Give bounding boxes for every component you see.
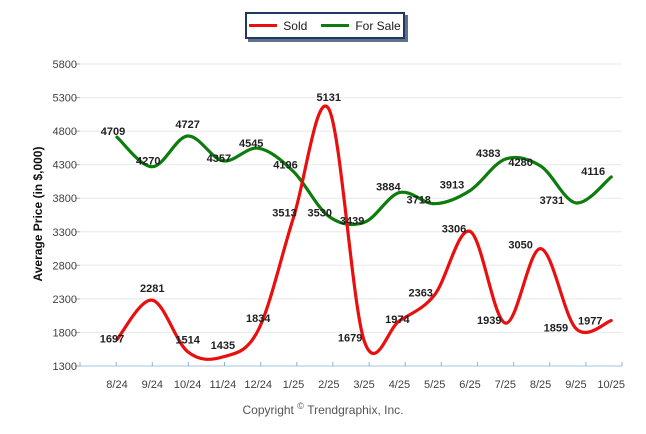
x-tick-label: 8/25 [530, 379, 551, 391]
y-tick-label: 4300 [53, 160, 77, 172]
data-label-sold: 2363 [408, 288, 432, 300]
data-label-sold: 2281 [140, 283, 164, 295]
data-label-sold: 3050 [508, 240, 532, 252]
data-label-sold: 3513 [272, 208, 296, 220]
y-tick-label: 5800 [53, 59, 77, 71]
copyright-text: Copyright © Trendgraphix, Inc. [0, 401, 646, 417]
copyright-suffix: Trendgraphix, Inc. [307, 403, 404, 417]
x-tick-label: 2/25 [318, 379, 339, 391]
y-tick-label: 5300 [53, 93, 77, 105]
data-label-for-sale: 4196 [273, 160, 297, 172]
x-tick-label: 9/24 [142, 379, 163, 391]
y-tick-label: 2800 [53, 260, 77, 272]
sold-line-swatch [249, 24, 278, 27]
data-label-sold: 1679 [338, 333, 362, 345]
x-tick-label: 8/24 [106, 379, 127, 391]
series-line-sold [115, 104, 613, 361]
copyright-prefix: Copyright [242, 403, 294, 417]
x-tick-label: 10/25 [597, 379, 625, 391]
x-tick-label: 9/25 [565, 379, 586, 391]
legend-item-for-sale: For Sale [321, 18, 401, 33]
series-line-for-sale [115, 134, 613, 227]
y-tick-label: 2300 [53, 294, 77, 306]
data-label-sold: 1834 [246, 313, 271, 325]
data-label-sold: 1435 [211, 340, 235, 352]
data-label-sold: 1697 [100, 333, 124, 345]
copyright-symbol-icon: © [297, 401, 304, 411]
data-label-for-sale: 4545 [239, 138, 263, 150]
data-label-sold: 1859 [544, 323, 568, 335]
data-label-sold: 1939 [477, 315, 501, 327]
data-label-for-sale: 3718 [406, 195, 430, 207]
x-tick-label: 6/25 [459, 379, 480, 391]
data-label-sold: 1977 [578, 316, 602, 328]
for-sale-line-swatch [321, 24, 350, 27]
x-tick-label: 12/24 [244, 379, 272, 391]
data-label-for-sale: 3530 [308, 207, 332, 219]
data-label-for-sale: 3731 [540, 195, 564, 207]
data-label-sold: 5131 [317, 92, 341, 104]
x-tick-label: 10/24 [174, 379, 202, 391]
legend-item-sold: Sold [249, 19, 307, 33]
x-tick-label: 4/25 [389, 379, 410, 391]
legend-label-sold: Sold [283, 18, 308, 33]
data-label-for-sale: 4270 [136, 156, 160, 168]
data-label-for-sale: 4280 [508, 157, 532, 169]
legend-label-for-sale: For Sale [355, 18, 401, 33]
data-label-for-sale: 4357 [207, 153, 231, 165]
y-tick-label: 1300 [53, 361, 77, 373]
y-tick-label: 4800 [53, 126, 77, 138]
data-label-sold: 1974 [385, 314, 410, 326]
x-tick-label: 5/25 [424, 379, 445, 391]
chart-legend: Sold For Sale [245, 12, 405, 39]
data-label-for-sale: 4116 [581, 166, 605, 178]
data-label-sold: 1514 [175, 335, 200, 347]
y-tick-label: 3800 [53, 193, 77, 205]
y-tick-label: 3300 [53, 227, 77, 239]
y-tick-label: 1800 [53, 327, 77, 339]
x-tick-label: 7/25 [495, 379, 516, 391]
x-tick-label: 11/24 [210, 379, 237, 391]
x-tick-label: 1/25 [283, 379, 304, 391]
data-label-for-sale: 4383 [476, 148, 500, 160]
data-label-for-sale: 4727 [175, 119, 199, 131]
data-label-for-sale: 3913 [440, 180, 464, 192]
x-tick-label: 3/25 [353, 379, 374, 391]
data-label-for-sale: 4709 [101, 126, 125, 138]
data-label-for-sale: 3439 [340, 215, 364, 227]
data-label-for-sale: 3884 [376, 182, 401, 194]
data-label-sold: 3306 [442, 223, 466, 235]
